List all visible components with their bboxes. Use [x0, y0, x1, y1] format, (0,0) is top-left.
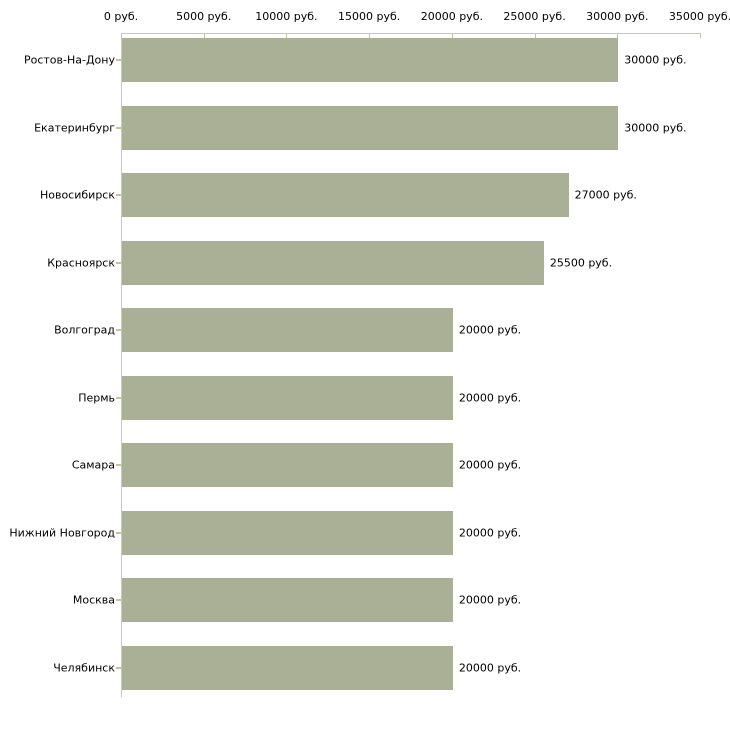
category-tick-mark: [116, 396, 121, 399]
category-label: Екатеринбург: [34, 121, 115, 135]
bar: [122, 645, 453, 690]
value-label: 25500 руб.: [549, 256, 613, 270]
bar: [122, 510, 453, 555]
category-label: Самара: [71, 458, 115, 472]
category-tick-mark: [116, 329, 121, 332]
x-axis-line: [121, 33, 701, 34]
x-tick-mark: [286, 34, 288, 38]
bar: [122, 105, 619, 150]
value-label: 20000 руб.: [458, 661, 522, 675]
x-tick-label: 15000 руб.: [338, 10, 401, 23]
x-tick-mark: [369, 34, 371, 38]
bar: [122, 578, 453, 623]
x-tick-label: 20000 руб.: [420, 10, 483, 23]
category-label: Челябинск: [53, 661, 115, 675]
value-label: 20000 руб.: [458, 458, 522, 472]
x-tick-mark: [121, 34, 122, 38]
category-label: Волгоград: [54, 323, 115, 337]
bar: [122, 38, 619, 82]
category-label: Новосибирск: [39, 188, 115, 202]
bar: [122, 240, 544, 285]
value-label: 20000 руб.: [458, 526, 522, 540]
category-tick-mark: [116, 531, 121, 534]
category-label: Нижний Новгород: [9, 526, 115, 540]
bar: [122, 375, 453, 420]
bar: [122, 308, 453, 353]
x-tick-label: 5000 руб.: [176, 10, 232, 23]
category-label: Москва: [72, 593, 115, 607]
category-tick-mark: [116, 194, 121, 197]
x-tick-label: 10000 руб.: [255, 10, 318, 23]
x-tick-mark: [617, 34, 619, 38]
value-label: 20000 руб.: [458, 323, 522, 337]
value-label: 30000 руб.: [624, 53, 687, 67]
x-tick-label: 25000 руб.: [503, 10, 566, 23]
category-tick-mark: [116, 59, 121, 61]
x-tick-label: 35000 руб.: [668, 10, 730, 23]
bar: [122, 443, 453, 488]
x-tick-mark: [700, 34, 701, 38]
value-label: 27000 руб.: [574, 188, 637, 202]
value-label: 30000 руб.: [624, 121, 687, 135]
x-tick-mark: [534, 34, 536, 38]
bar: [122, 173, 569, 218]
category-label: Красноярск: [47, 256, 115, 270]
x-tick-mark: [451, 34, 453, 38]
category-tick-mark: [116, 261, 121, 264]
x-tick-label: 30000 руб.: [586, 10, 649, 23]
x-tick-label: 0 руб.: [103, 10, 139, 23]
x-tick-mark: [203, 34, 205, 38]
category-tick-mark: [116, 599, 121, 602]
category-tick-mark: [116, 666, 121, 669]
category-label: Ростов-На-Дону: [23, 53, 115, 67]
category-tick-mark: [116, 126, 121, 129]
value-label: 20000 руб.: [458, 593, 522, 607]
category-tick-mark: [116, 464, 121, 467]
value-label: 20000 руб.: [458, 391, 522, 405]
y-axis-line: [121, 33, 122, 697]
category-label: Пермь: [78, 391, 115, 405]
